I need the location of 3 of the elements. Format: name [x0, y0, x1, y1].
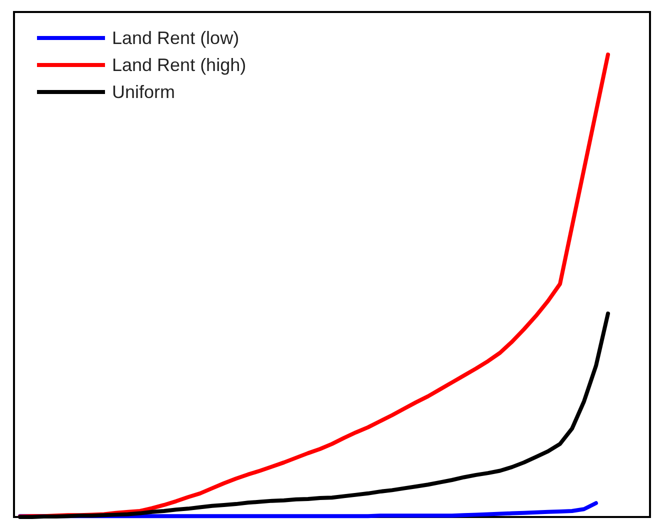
legend-label: Land Rent (high)	[112, 55, 246, 75]
legend-label: Uniform	[112, 82, 176, 102]
legend-label: Land Rent (low)	[112, 28, 240, 48]
